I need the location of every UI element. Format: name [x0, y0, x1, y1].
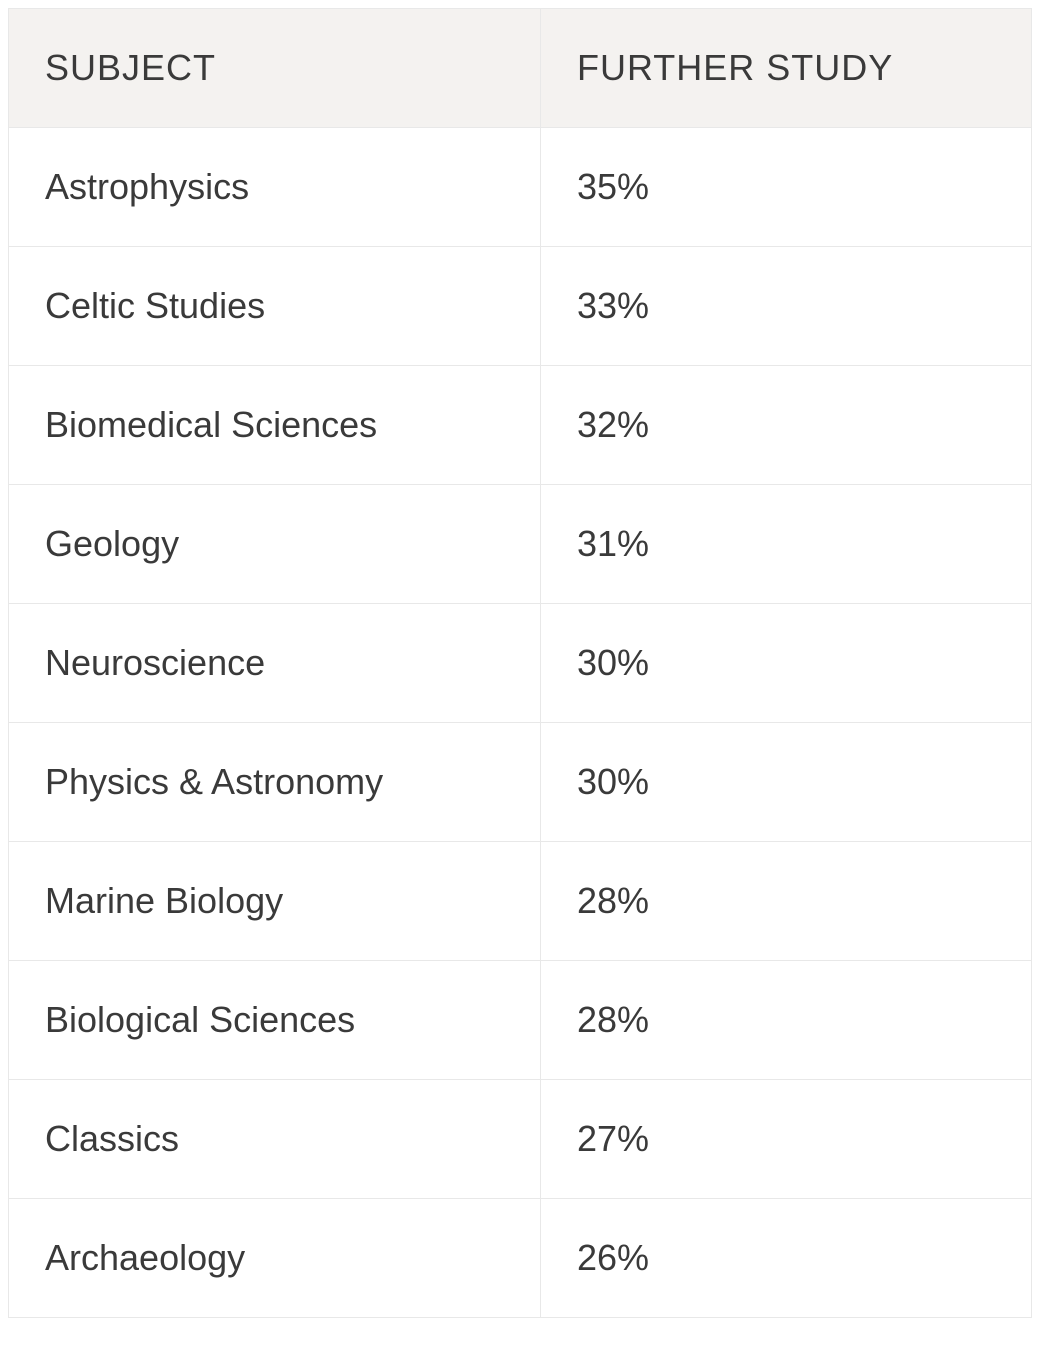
further-study-cell: 30% — [540, 723, 1031, 842]
further-study-cell: 33% — [540, 247, 1031, 366]
further-study-cell: 31% — [540, 485, 1031, 604]
subject-cell: Geology — [9, 485, 541, 604]
further-study-cell: 32% — [540, 366, 1031, 485]
subjects-table: SUBJECT FURTHER STUDY Astrophysics 35% C… — [8, 8, 1032, 1318]
subject-cell: Neuroscience — [9, 604, 541, 723]
further-study-cell: 26% — [540, 1199, 1031, 1318]
further-study-cell: 28% — [540, 842, 1031, 961]
subject-cell: Celtic Studies — [9, 247, 541, 366]
table-row: Geology 31% — [9, 485, 1032, 604]
subject-cell: Physics & Astronomy — [9, 723, 541, 842]
subject-cell: Biological Sciences — [9, 961, 541, 1080]
table-row-highlighted: Classics 27% — [9, 1080, 1032, 1199]
subject-cell: Astrophysics — [9, 128, 541, 247]
table-row: Celtic Studies 33% — [9, 247, 1032, 366]
further-study-cell: 30% — [540, 604, 1031, 723]
table-row: Neuroscience 30% — [9, 604, 1032, 723]
further-study-cell: 35% — [540, 128, 1031, 247]
table-row: Marine Biology 28% — [9, 842, 1032, 961]
table-row: Astrophysics 35% — [9, 128, 1032, 247]
table-row: Physics & Astronomy 30% — [9, 723, 1032, 842]
table-row: Biological Sciences 28% — [9, 961, 1032, 1080]
further-study-cell: 28% — [540, 961, 1031, 1080]
table-row: Biomedical Sciences 32% — [9, 366, 1032, 485]
column-header-subject: SUBJECT — [9, 9, 541, 128]
table-header: SUBJECT FURTHER STUDY — [9, 9, 1032, 128]
table-body: Astrophysics 35% Celtic Studies 33% Biom… — [9, 128, 1032, 1318]
subject-cell: Archaeology — [9, 1199, 541, 1318]
subject-cell: Classics — [9, 1080, 541, 1199]
subject-cell: Marine Biology — [9, 842, 541, 961]
table-row: Archaeology 26% — [9, 1199, 1032, 1318]
column-header-further-study: FURTHER STUDY — [540, 9, 1031, 128]
table-header-row: SUBJECT FURTHER STUDY — [9, 9, 1032, 128]
subject-cell: Biomedical Sciences — [9, 366, 541, 485]
further-study-cell: 27% — [540, 1080, 1031, 1199]
